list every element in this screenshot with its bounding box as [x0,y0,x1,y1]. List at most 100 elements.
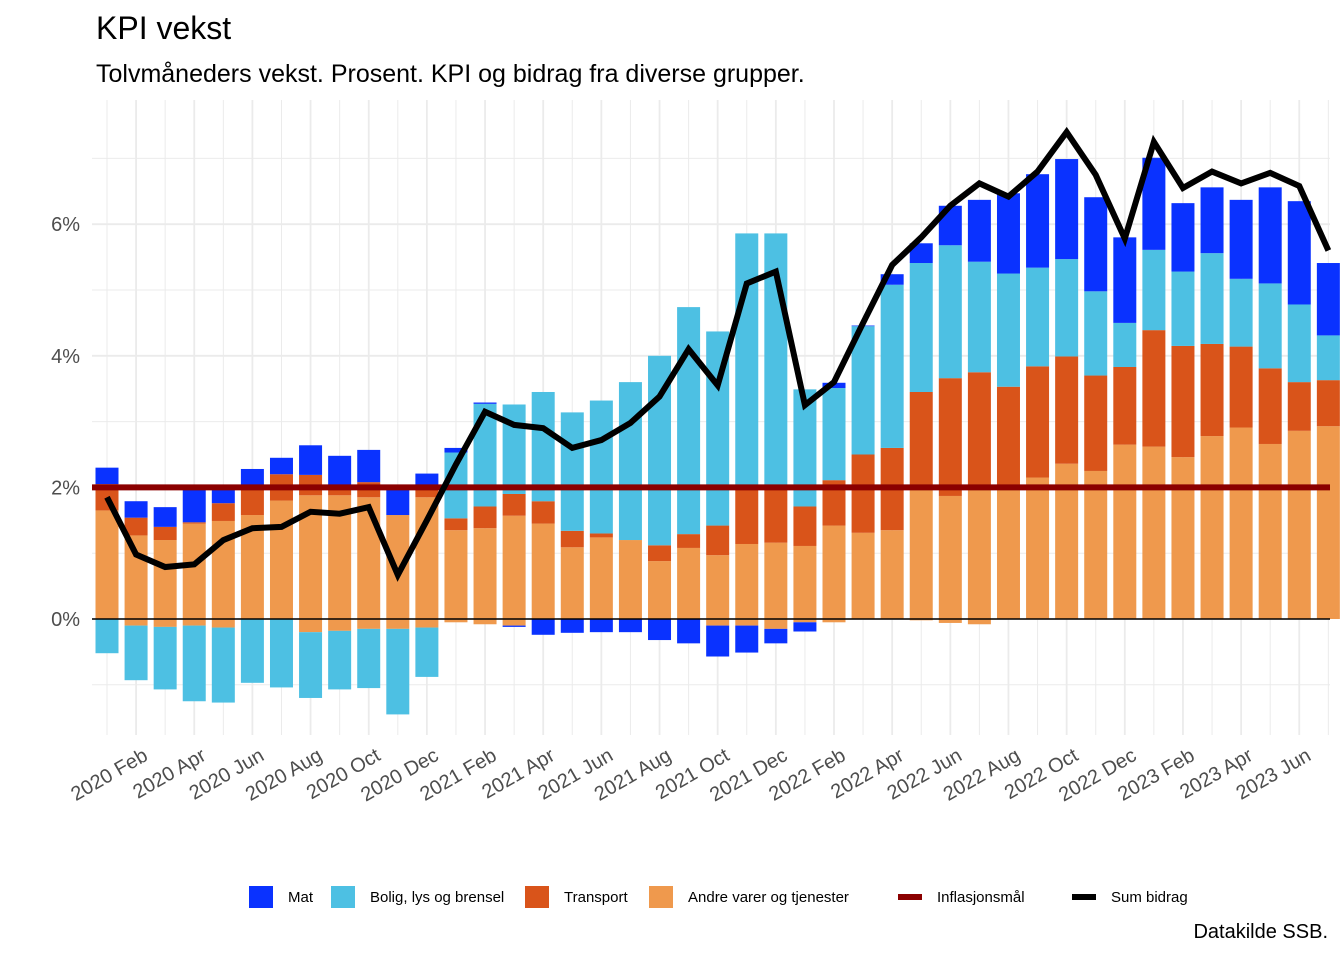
bar-andre-varer [938,619,962,623]
bar-transport [211,503,235,521]
bar-andre [1026,477,1050,619]
bar-andre [1258,443,1282,619]
bar-transport [589,533,613,538]
bar-mat [1171,203,1195,272]
bar-transport [909,391,933,490]
bar-transport [735,488,759,544]
bar-mat [996,193,1020,274]
bar-bolig [1229,278,1253,347]
bar-andre [357,497,381,619]
legend-item-transport: Transport [525,880,628,914]
bar-andre [1171,457,1195,619]
legend-label: Transport [564,888,628,906]
bar-andre [1113,444,1137,619]
bar-andre-varer [444,619,468,623]
bar-andre-varer [764,619,788,629]
y-tick-label: 4% [51,346,80,368]
bar-transport [1258,368,1282,444]
legend-item-inflasjonsmal: Inflasjonsmål [898,880,1025,914]
bar-bolig [211,627,235,703]
bar-transport [444,518,468,531]
bar-bolig [269,619,293,688]
bar-mat [473,402,497,404]
bar-transport [1200,343,1224,437]
bar-transport [1171,345,1195,458]
bar-mat [909,243,933,264]
bar-transport [1113,366,1137,445]
bar-andre [938,495,962,619]
bar-mat [764,628,788,644]
bar-andre [706,555,730,619]
bar-andre-varer [473,619,497,625]
bar-transport [648,545,672,562]
bar-bolig [357,628,381,689]
legend-swatch [331,886,355,908]
bar-andre [182,523,206,619]
bar-andre-varer [706,619,730,626]
bar-mat [589,619,613,633]
bar-transport [706,525,730,556]
legend-label: Inflasjonsmål [937,888,1025,906]
bar-transport [938,378,962,496]
bar-bolig [735,233,759,489]
bar-mat [706,625,730,657]
y-tick-label: 0% [51,609,80,631]
bar-mat [211,490,235,504]
bar-mat [502,625,526,627]
bar-mat [1026,174,1050,268]
bar-bolig [124,625,148,681]
bar-andre [531,523,555,619]
bar-transport [240,488,264,516]
bar-transport [793,506,817,546]
bar-mat [182,489,206,523]
bar-andre [386,515,410,619]
bar-andre [618,540,642,619]
chart-title: KPI vekst [96,10,232,46]
bar-bolig [938,245,962,379]
bar-bolig [1316,335,1340,381]
bar-andre [1084,470,1108,619]
y-tick-label: 2% [51,477,80,499]
bar-andre-varer [153,619,177,627]
bar-transport [1229,346,1253,428]
bar-transport [1026,366,1050,478]
bar-bolig [1026,267,1050,367]
bar-mat [735,625,759,653]
bar-andre [502,515,526,619]
bar-bolig [502,404,526,494]
bar-mat [1287,201,1311,305]
bar-mat [1113,237,1137,323]
bar-mat [1316,263,1340,336]
bar-andre [299,495,323,619]
bar-transport [124,517,148,536]
bar-andre [328,495,352,619]
legend-swatch [249,886,273,908]
bar-andre-varer [211,619,235,628]
bar-mat [357,449,381,483]
bar-mat [648,619,672,641]
bar-transport [1084,375,1108,471]
bar-transport [822,480,846,526]
bar-andre [589,537,613,619]
sum-bidrag-line [104,126,1332,582]
bar-andre-varer [299,619,323,633]
bar-mat [328,455,352,486]
bar-andre [735,543,759,619]
bar-bolig [909,263,933,392]
bar-transport [967,372,991,488]
bar-andre [648,561,672,619]
legend-label: Sum bidrag [1111,888,1188,906]
bar-bolig [822,388,846,481]
bar-transport [677,534,701,548]
bar-bolig [996,273,1020,387]
bar-transport [1316,380,1340,427]
bar-mat [560,619,584,633]
source-note: Datakilde SSB. [1193,921,1328,943]
bar-mat [444,447,468,453]
bar-mat [386,488,410,516]
bar-andre-varer [822,619,846,623]
bar-andre-varer [328,619,352,631]
bar-andre-varer [735,619,759,626]
bar-andre [240,515,264,619]
